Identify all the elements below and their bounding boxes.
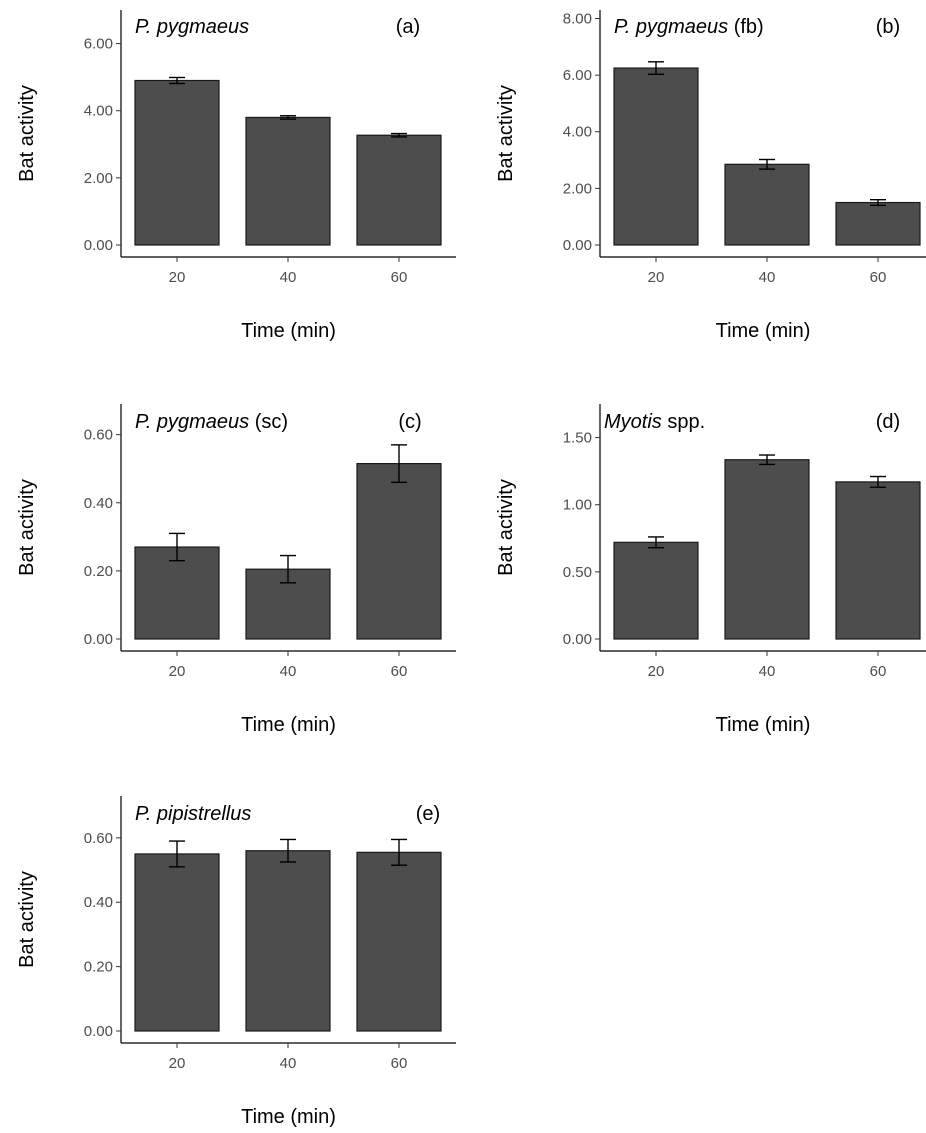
- error-bar-60: [870, 475, 886, 488]
- species-title: P. pygmaeus: [135, 16, 249, 38]
- x-tick-label: 60: [391, 663, 408, 680]
- error-bar-40: [280, 554, 296, 584]
- y-axis-title: Bat activity: [16, 85, 38, 182]
- species-title: P. pygmaeus (fb): [614, 16, 764, 38]
- error-bar-40: [759, 454, 775, 466]
- bar-40: [245, 850, 331, 1032]
- y-axis-title: Bat activity: [16, 479, 38, 576]
- y-tick-label: 4.00: [563, 124, 592, 141]
- error-bar-60: [870, 198, 886, 207]
- x-axis-title: Time (min): [241, 320, 336, 342]
- chart-panel-c: 0.00 0.20 0.40 0.60 20 40 60 Time (min) Bat acti…: [16, 404, 456, 736]
- error-bar-20: [169, 532, 185, 562]
- species-qualifier: spp.: [662, 411, 705, 433]
- error-bar-20: [169, 840, 185, 868]
- x-tick-label: 40: [280, 663, 297, 680]
- error-bar-20: [648, 536, 664, 549]
- species-name: P. pygmaeus: [614, 16, 728, 38]
- x-tick-label: 40: [759, 269, 776, 286]
- y-tick-label: 0.00: [84, 1023, 113, 1040]
- y-tick-label: 6.00: [84, 36, 113, 53]
- x-tick-label: 40: [759, 663, 776, 680]
- error-bar-60: [391, 444, 407, 484]
- panel-label: (b): [876, 16, 900, 38]
- bar-60: [835, 481, 921, 640]
- x-axis-title: Time (min): [241, 714, 336, 736]
- x-tick-label: 60: [870, 269, 887, 286]
- x-tick-label: 60: [391, 1055, 408, 1072]
- bar-60: [356, 851, 442, 1032]
- panel-label: (c): [398, 411, 421, 433]
- species-title: Myotis spp.: [604, 411, 705, 433]
- error-bar-60: [391, 132, 407, 138]
- species-name: Myotis: [604, 411, 662, 433]
- species-name: P. pygmaeus: [135, 16, 249, 38]
- error-bar-60: [391, 838, 407, 866]
- panel-label: (d): [876, 411, 900, 433]
- y-tick-label: 0.60: [84, 427, 113, 444]
- y-tick-label: 0.00: [84, 631, 113, 648]
- x-tick-label: 20: [169, 663, 186, 680]
- species-qualifier: (sc): [249, 411, 288, 433]
- panel-label: (a): [396, 16, 420, 38]
- x-tick-label: 20: [648, 269, 665, 286]
- bar-40: [724, 163, 810, 246]
- y-tick-label: 1.00: [563, 497, 592, 514]
- y-axis-title: Bat activity: [495, 479, 517, 576]
- y-axis-title: Bat activity: [16, 871, 38, 968]
- y-tick-label: 2.00: [84, 170, 113, 187]
- y-tick-label: 0.40: [84, 495, 113, 512]
- chart-panel-b: 0.00 2.00 4.00 6.00 8.00 20 40 60 Time (min) Bat …: [495, 10, 926, 342]
- bar-20: [613, 67, 699, 246]
- bar-20: [613, 541, 699, 640]
- bar-60: [356, 134, 442, 246]
- y-tick-label: 2.00: [563, 180, 592, 197]
- x-axis-title: Time (min): [241, 1106, 336, 1128]
- y-tick-label: 0.20: [84, 563, 113, 580]
- species-name: P. pipistrellus: [135, 803, 251, 825]
- species-title: P. pygmaeus (sc): [135, 411, 288, 433]
- chart-panel-e: 0.00 0.20 0.40 0.60 20 40 60 Time (min) Bat acti…: [16, 796, 456, 1128]
- error-bar-20: [648, 61, 664, 75]
- y-tick-label: 0.20: [84, 959, 113, 976]
- y-tick-label: 0.50: [563, 564, 592, 581]
- x-tick-label: 40: [280, 1055, 297, 1072]
- error-bar-40: [280, 115, 296, 120]
- y-tick-label: 8.00: [563, 10, 592, 27]
- species-name: P. pygmaeus: [135, 411, 249, 433]
- y-axis-title: Bat activity: [495, 85, 517, 182]
- x-tick-label: 20: [648, 663, 665, 680]
- y-tick-label: 0.00: [563, 631, 592, 648]
- error-bar-40: [759, 158, 775, 170]
- bar-20: [134, 853, 220, 1032]
- y-tick-label: 0.60: [84, 830, 113, 847]
- chart-panel-d: 0.00 0.50 1.00 1.50 20 40 60 Time (min) Bat acti…: [495, 404, 926, 736]
- y-tick-label: 0.00: [84, 237, 113, 254]
- species-title: P. pipistrellus: [135, 803, 251, 825]
- y-tick-label: 4.00: [84, 103, 113, 120]
- species-qualifier: (fb): [728, 16, 764, 38]
- error-bar-20: [169, 76, 185, 85]
- x-tick-label: 40: [280, 269, 297, 286]
- x-tick-label: 60: [391, 269, 408, 286]
- x-tick-label: 20: [169, 1055, 186, 1072]
- chart-panel-a: 0.00 2.00 4.00 6.00 20 40 60 Time (min) Bat acti…: [16, 10, 456, 342]
- x-tick-label: 20: [169, 269, 186, 286]
- bar-60: [835, 201, 921, 246]
- panel-label: (e): [416, 803, 440, 825]
- bar-40: [245, 116, 331, 246]
- x-axis-title: Time (min): [716, 320, 811, 342]
- y-tick-label: 0.00: [563, 237, 592, 254]
- bar-20: [134, 79, 220, 246]
- bar-40: [724, 459, 810, 640]
- y-tick-label: 1.50: [563, 430, 592, 447]
- error-bar-40: [280, 838, 296, 863]
- y-tick-label: 0.40: [84, 894, 113, 911]
- x-axis-title: Time (min): [716, 714, 811, 736]
- x-tick-label: 60: [870, 663, 887, 680]
- y-tick-label: 6.00: [563, 67, 592, 84]
- bar-60: [356, 463, 442, 640]
